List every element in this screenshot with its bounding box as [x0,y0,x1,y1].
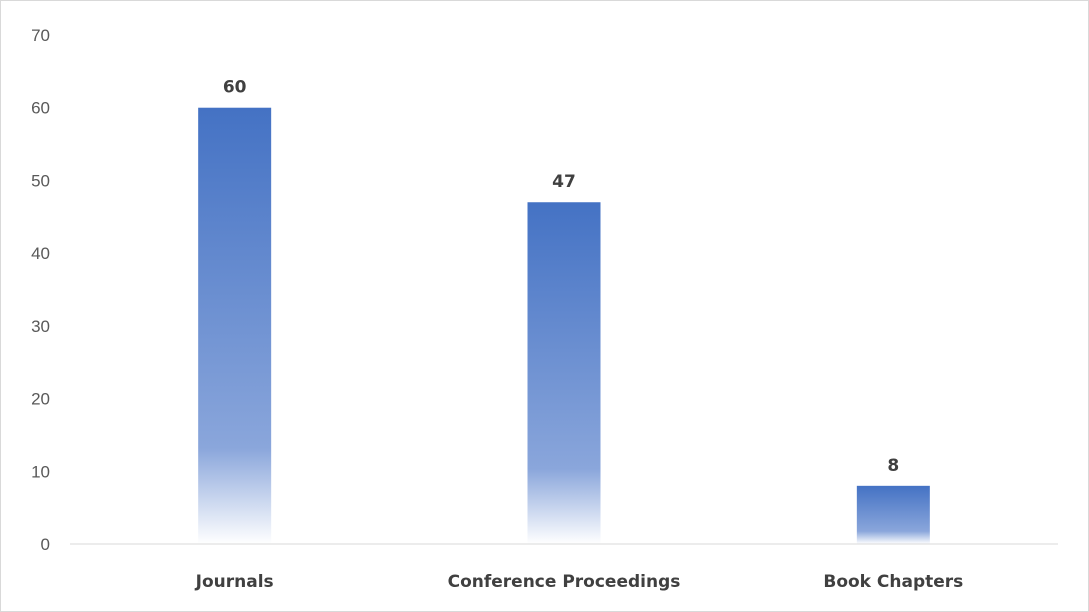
data-labels: 60 47 8 [223,78,899,476]
x-tick-label: Book Chapters [823,572,963,592]
data-label: 47 [552,172,576,192]
bar [198,107,272,544]
bar [527,202,601,544]
y-tick-label: 30 [31,317,50,336]
x-tick-label: Conference Proceedings [448,572,681,592]
bars [198,107,930,544]
x-tick-label: Journals [195,572,274,592]
y-tick-label: 10 [31,462,50,481]
y-axis-ticks: 0 10 20 30 40 50 60 70 [31,26,50,554]
data-label: 60 [223,78,247,98]
y-tick-label: 40 [31,244,50,263]
x-axis-labels: Journals Conference Proceedings Book Chapt… [195,572,964,592]
y-tick-label: 0 [41,535,50,554]
y-tick-label: 20 [31,390,50,409]
y-tick-label: 70 [31,26,50,45]
y-tick-label: 60 [31,99,50,118]
y-tick-label: 50 [31,171,50,190]
data-label: 8 [887,456,899,476]
bar [856,485,930,544]
